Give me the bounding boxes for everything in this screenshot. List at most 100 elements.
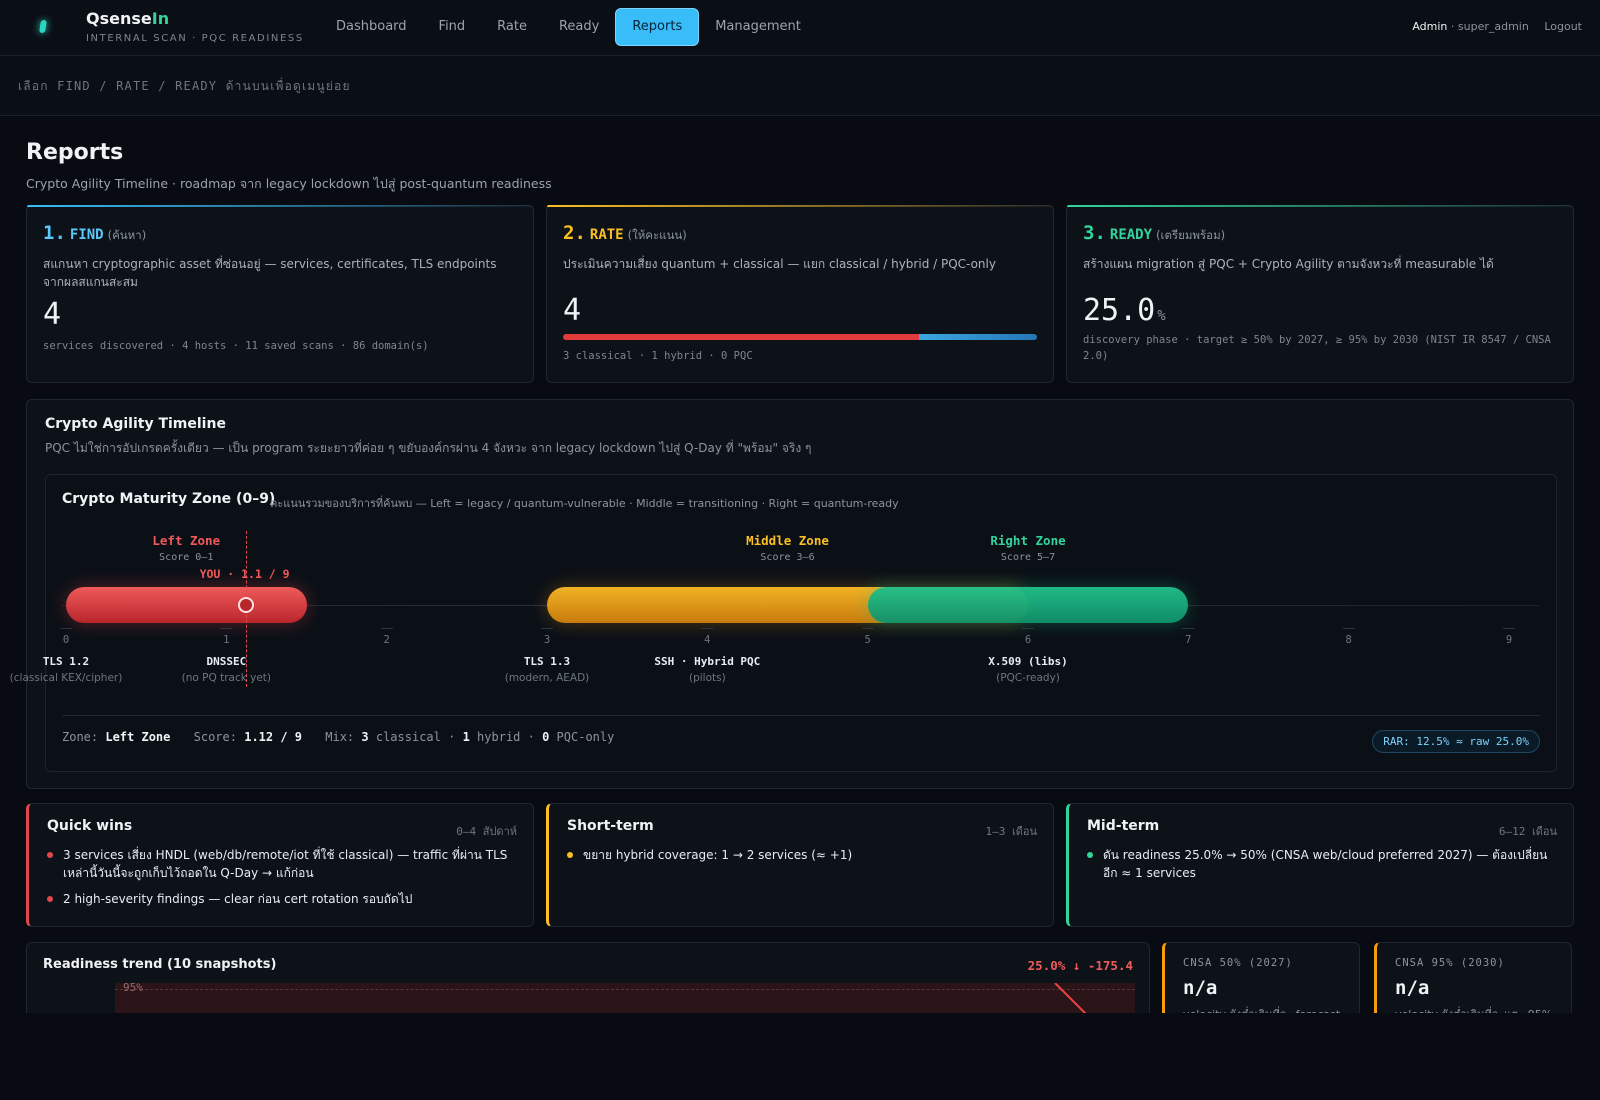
nav-management[interactable]: Management bbox=[715, 19, 801, 34]
readiness-percent: 25.0% bbox=[1083, 293, 1166, 328]
nav-reports[interactable]: Reports bbox=[615, 8, 700, 46]
tick-label: 3 bbox=[543, 634, 551, 646]
protocol-marker: X.509 (libs) (PQC-ready) bbox=[938, 655, 1118, 684]
tick-mark bbox=[380, 628, 393, 629]
ready-meta: discovery phase · target ≥ 50% by 2027, … bbox=[1083, 334, 1551, 362]
mid-term-card: Mid-term 6–12 เดือน ดัน readiness 25.0% … bbox=[1066, 803, 1574, 927]
kpi-label: CNSA 95% (2030) bbox=[1395, 957, 1505, 969]
target-95-line bbox=[115, 989, 1135, 990]
protocol-note: (modern, AEAD) bbox=[504, 672, 590, 684]
protocol-name: TLS 1.3 bbox=[523, 655, 571, 668]
logout-link[interactable]: Logout bbox=[1544, 20, 1582, 33]
zone-summary: Zone: Left Zone Score: 1.12 / 9 Mix: 3 c… bbox=[62, 730, 615, 744]
protocol-note: (pilots) bbox=[688, 672, 726, 684]
brand-logo-icon[interactable] bbox=[39, 20, 47, 33]
protocol-name: TLS 1.2 bbox=[42, 655, 90, 668]
find-heading: 1. FIND (ค้นหา) bbox=[43, 222, 147, 244]
nav-find[interactable]: Find bbox=[438, 19, 466, 34]
nav-dashboard[interactable]: Dashboard bbox=[336, 19, 407, 34]
protocol-marker: DNSSEC (no PQ track yet) bbox=[136, 655, 316, 684]
zone-bar-red[interactable] bbox=[66, 587, 307, 623]
rate-meta: 3 classical · 1 hybrid · 0 PQC bbox=[563, 350, 753, 362]
zone-label: Right Zone bbox=[990, 533, 1066, 548]
rate-card[interactable]: 2. RATE (ให้คะแนน) ประเมินความเสี่ยง quant… bbox=[546, 205, 1054, 383]
ready-card[interactable]: 3. READY (เตรียมพร้อม) สร้างแผน migration … bbox=[1066, 205, 1574, 383]
protocol-note: (no PQ track yet) bbox=[181, 672, 272, 684]
short-term-title: Short-term bbox=[567, 818, 654, 834]
mix-hybrid-segment bbox=[918, 334, 1037, 340]
tick-mark bbox=[701, 628, 714, 629]
readiness-trend-card: Readiness trend (10 snapshots) 25.0% ↓ -… bbox=[26, 942, 1150, 1013]
ready-description: สร้างแผน migration สู่ PQC + Crypto Agil… bbox=[1083, 257, 1494, 271]
nav-ready[interactable]: Ready bbox=[558, 19, 600, 34]
protocol-name: DNSSEC bbox=[206, 655, 247, 668]
zone-bar-green[interactable] bbox=[867, 587, 1189, 623]
rate-mix-bar bbox=[563, 334, 1037, 340]
mid-term-list: ดัน readiness 25.0% → 50% (CNSA web/clou… bbox=[1087, 846, 1555, 882]
zone-subtitle: คะแนนรวมของบริการที่ค้นพบ — Left = legac… bbox=[270, 497, 899, 510]
mid-term-range: 6–12 เดือน bbox=[1498, 825, 1557, 838]
protocol-marker: TLS 1.2 (classical KEX/cipher) bbox=[0, 655, 156, 684]
current-score-marker[interactable] bbox=[237, 597, 254, 613]
short-term-card: Short-term 1–3 เดือน ขยาย hybrid coverag… bbox=[546, 803, 1054, 927]
tick-label: 8 bbox=[1345, 634, 1352, 646]
main-nav: Dashboard Find Rate Ready Reports Manage… bbox=[320, 8, 817, 46]
brand-subtitle: INTERNAL SCAN · PQC READINESS bbox=[86, 33, 304, 44]
list-item: ดัน readiness 25.0% → 50% (CNSA web/clou… bbox=[1087, 846, 1555, 882]
bottom-section: Readiness trend (10 snapshots) 25.0% ↓ -… bbox=[0, 940, 1600, 1013]
tick-label: 7 bbox=[1185, 634, 1192, 646]
protocol-marker: TLS 1.3 (modern, AEAD) bbox=[457, 655, 637, 684]
tick-mark bbox=[220, 628, 233, 629]
rar-badge: RAR: 12.5% ≈ raw 25.0% bbox=[1372, 730, 1540, 753]
kpi-label: CNSA 50% (2027) bbox=[1183, 957, 1293, 969]
zone-title: Crypto Maturity Zone (0–9) bbox=[62, 491, 276, 507]
rate-description: ประเมินความเสี่ยง quantum + classical — … bbox=[563, 257, 996, 271]
page-subtitle: Crypto Agility Timeline · roadmap จาก le… bbox=[26, 176, 552, 191]
maturity-zone-panel: Crypto Maturity Zone (0–9) คะแนนรวมของบร… bbox=[10, 474, 1557, 772]
trend-plot: 95% bbox=[115, 981, 1135, 1013]
sub-navbar: เลือก FIND / RATE / READY ด้านบนเพื่อดูเ… bbox=[0, 56, 1600, 116]
rate-count: 4 bbox=[563, 293, 582, 328]
tick-mark bbox=[541, 628, 553, 629]
kpi-note: velocity ยังต่ำเกินที่จะแตะ 95% bbox=[1395, 1005, 1553, 1013]
protocol-note: (PQC-ready) bbox=[996, 672, 1060, 684]
tick-mark bbox=[1182, 628, 1195, 629]
zone-score-range: Score 5–7 bbox=[1000, 552, 1056, 563]
find-description: สแกนหา cryptographic asset ที่ซ่อนอยู่ —… bbox=[43, 257, 497, 289]
kpi-value: n/a bbox=[1183, 977, 1218, 999]
trend-value: 25.0% ↓ -175.4 bbox=[1027, 958, 1133, 973]
mix-classical-segment bbox=[563, 334, 919, 340]
quick-wins-card: Quick wins 0–4 สัปดาห์ 3 services เสี่ยง… bbox=[26, 803, 534, 927]
protocol-marker: SSH · Hybrid PQC (pilots) bbox=[617, 655, 797, 684]
trend-line bbox=[1054, 983, 1087, 1013]
user-info: Admin · super_admin Logout bbox=[1412, 20, 1582, 33]
current-zone: Left Zone bbox=[105, 730, 171, 744]
submenu-hint: เลือก FIND / RATE / READY ด้านบนเพื่อดูเ… bbox=[18, 79, 351, 93]
tick-mark bbox=[1342, 628, 1355, 629]
list-item: 2 high-severity findings — clear ก่อน ce… bbox=[47, 890, 515, 908]
current-score: 1.12 / 9 bbox=[244, 730, 303, 744]
list-item: ขยาย hybrid coverage: 1 → 2 services (≈ … bbox=[567, 846, 1035, 864]
protocol-name: X.509 (libs) bbox=[988, 655, 1068, 668]
quick-wins-title: Quick wins bbox=[47, 818, 133, 834]
user-role: · super_admin bbox=[1450, 20, 1529, 33]
rate-heading: 2. RATE (ให้คะแนน) bbox=[563, 222, 687, 244]
zone-divider bbox=[62, 715, 1540, 716]
find-card[interactable]: 1. FIND (ค้นหา) สแกนหา cryptographic asset… bbox=[26, 205, 534, 383]
cnsa-2030-card: CNSA 95% (2030) n/a velocity ยังต่ำเกินท… bbox=[1374, 942, 1572, 1013]
ready-heading: 3. READY (เตรียมพร้อม) bbox=[1083, 222, 1226, 244]
short-term-list: ขยาย hybrid coverage: 1 → 2 services (≈ … bbox=[567, 846, 1035, 864]
nav-rate[interactable]: Rate bbox=[497, 19, 527, 34]
find-meta: services discovered · 4 hosts · 11 saved… bbox=[43, 340, 429, 352]
protocol-note: (classical KEX/cipher) bbox=[9, 672, 123, 684]
protocol-name: SSH · Hybrid PQC bbox=[654, 655, 761, 668]
list-item: 3 services เสี่ยง HNDL (web/db/remote/io… bbox=[47, 846, 515, 882]
timeline-subtitle: PQC ไม่ใช่การอัปเกรดครั้งเดียว — เป็น pr… bbox=[45, 441, 812, 455]
tick-mark bbox=[861, 628, 874, 629]
tick-label: 6 bbox=[1024, 634, 1032, 646]
tick-label: 4 bbox=[704, 634, 711, 646]
short-term-range: 1–3 เดือน bbox=[985, 825, 1037, 838]
find-count: 4 bbox=[43, 297, 62, 332]
tick-mark bbox=[1022, 628, 1034, 629]
brand-name[interactable]: QsenseIn bbox=[86, 9, 170, 28]
